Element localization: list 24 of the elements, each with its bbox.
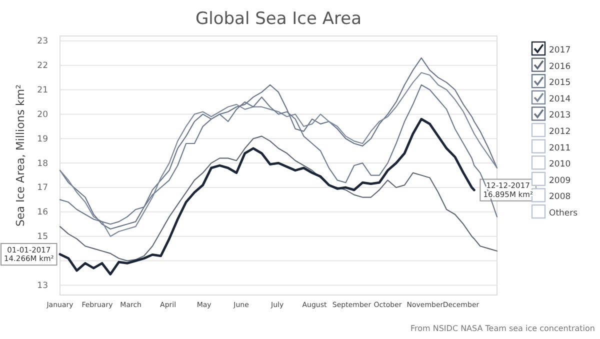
text: From NSIDC NASA Team sea ice concentration [410, 324, 595, 333]
legend-label: 2010 [549, 160, 571, 170]
legend-label: 2015 [549, 78, 571, 88]
legend-label: 2017 [549, 46, 571, 56]
legend-label: 2011 [549, 143, 571, 154]
y-tick-label: 21 [37, 85, 48, 96]
legend-label: Others [549, 208, 578, 218]
y-tick-label: 13 [37, 280, 48, 291]
y-axis-title: Sea Ice Area, Millions km² [14, 84, 27, 226]
y-tick-label: 23 [37, 36, 48, 47]
legend-label: 2013 [549, 110, 571, 121]
y-tick-label: 16 [37, 208, 48, 218]
y-tick-label: 22 [37, 61, 48, 72]
y-tick-label: 20 [37, 110, 48, 120]
legend-label: 2009 [549, 176, 571, 186]
legend-label: 2016 [549, 62, 571, 72]
y-tick-label: 17 [37, 183, 48, 194]
y-tick-label: 18 [37, 158, 48, 169]
chart-title: Global Sea Ice Area [195, 9, 362, 29]
y-tick-label: 15 [37, 232, 48, 242]
legend-label: 2014 [549, 94, 571, 104]
legend-label: 2012 [549, 127, 571, 137]
legend-label: 2008 [549, 192, 571, 202]
y-tick-label: 19 [37, 134, 48, 144]
